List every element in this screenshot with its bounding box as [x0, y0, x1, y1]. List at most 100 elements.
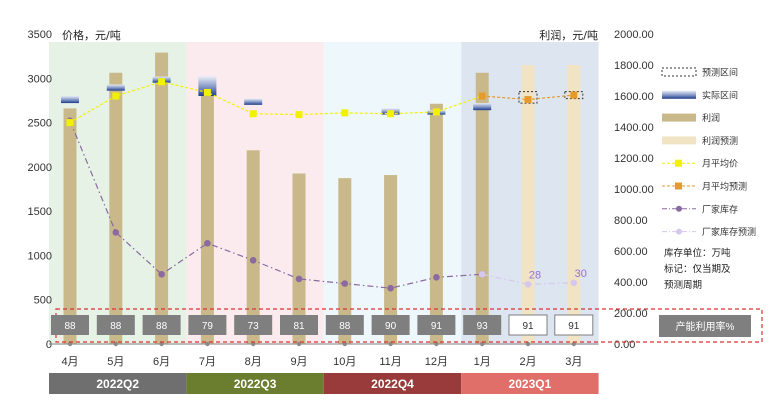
quarter-bands	[49, 42, 599, 345]
inventory-point-6	[341, 280, 349, 287]
inventory-point-2	[158, 270, 165, 278]
inventory-line	[69, 120, 483, 289]
profit-bar-1	[109, 72, 123, 344]
legend-swatch-actual-range	[662, 90, 696, 99]
right-tick-1400.00: 1400.00	[614, 122, 654, 134]
utilization-value-1: 88	[110, 321, 122, 332]
utilization-value-11: 91	[568, 321, 580, 332]
utilization-cell-7	[371, 315, 410, 335]
month-label-4: 8月	[245, 356, 262, 368]
legend-swatch-forecast-range	[661, 67, 697, 77]
month-label-9: 1月	[474, 356, 491, 368]
axes: 价格，元/吨 利润，元/吨 0 500 1000 1500 2000 2500 3000 3500…	[28, 28, 654, 351]
legend-label-7: 厂家库存预测	[702, 226, 756, 238]
legend-swatch-profit	[662, 113, 696, 122]
right-tick-1600.00: 1600.00	[614, 91, 654, 103]
quarter-bar-1	[186, 373, 324, 394]
actual-range-4	[244, 98, 263, 105]
utilization-value-8: 91	[431, 321, 443, 332]
quarter-bar-2	[323, 373, 462, 394]
left-tick-1000: 1000	[28, 250, 52, 262]
right-tick-400.00: 400.00	[614, 277, 648, 289]
baseline-dot-2	[159, 341, 164, 347]
baseline-dot-7	[388, 341, 393, 347]
month-label-1: 5月	[107, 356, 124, 368]
left-tick-3000: 3000	[28, 73, 52, 85]
utilization-cell-4	[234, 315, 273, 335]
inventory-forecast-point-11	[570, 279, 578, 287]
month-label-3: 7月	[199, 356, 216, 368]
actual-range-3	[198, 76, 217, 96]
inventory-label-10: 28	[529, 269, 541, 281]
note-line-2: 预测周期	[664, 280, 702, 291]
utilization-cell-3	[188, 315, 227, 335]
left-axis-unit: 价格，元/吨	[62, 28, 121, 42]
inventory-forecast-point-10	[524, 281, 532, 288]
avg-price-point-0	[66, 119, 74, 127]
profit-bars	[63, 52, 581, 345]
utilization-cell-1	[96, 315, 135, 335]
avg-price-point-1	[112, 92, 120, 100]
quarter-label-3: 2023Q1	[509, 377, 552, 391]
utilization-value-5: 81	[293, 321, 305, 332]
utilization-value-4: 73	[248, 321, 260, 332]
baseline-dot-5	[296, 341, 302, 347]
right-tick-600.00: 600.00	[614, 246, 648, 258]
baseline-dot-10	[525, 341, 531, 347]
profit-bar-7	[384, 175, 398, 344]
legend-label-0: 预测区间	[702, 67, 738, 79]
right-tick-800.00: 800.00	[614, 215, 648, 227]
baseline-dot-8	[434, 341, 439, 347]
avg-price-point-2	[158, 78, 166, 86]
quarter-label-0: 2022Q2	[96, 377, 139, 391]
legend-label-4: 月平均价	[702, 158, 738, 170]
quarter-bar-3	[461, 373, 599, 394]
legend-marker-inventory-forecast	[676, 228, 682, 235]
utilization-cell-0	[51, 315, 89, 335]
profit-bar-3	[200, 92, 214, 345]
inventory-label-11: 30	[575, 268, 587, 280]
right-axis-unit: 利润，元/吨	[539, 28, 598, 42]
right-tick-1000.00: 1000.00	[614, 184, 654, 196]
utilization-cell-8	[417, 315, 456, 335]
legend-marker-avg-price	[675, 159, 682, 167]
profit-forecast-bar-10	[521, 65, 535, 344]
utilization-cell-9	[463, 315, 502, 335]
inventory-forecast-point-9	[478, 270, 486, 278]
right-tick-1800.00: 1800.00	[614, 60, 654, 72]
utilization-cell-10	[508, 314, 548, 336]
quarter-labels: 2022Q2 2022Q3 2022Q4 2023Q1	[49, 373, 599, 394]
quarter-label-1: 2022Q3	[234, 377, 277, 391]
right-tick-2000.00: 2000.00	[614, 29, 654, 41]
baseline-dot-4	[251, 341, 256, 347]
avg-price-forecast-point-11	[570, 91, 578, 99]
profit-bar-0	[63, 108, 77, 345]
forecast-range-10	[518, 91, 538, 104]
inventory-point-1	[112, 229, 120, 236]
actual-range-0	[61, 96, 79, 104]
month-label-0: 4月	[61, 356, 78, 368]
baseline-dot-3	[205, 341, 210, 347]
quarter-label-2: 2022Q4	[371, 377, 414, 391]
utilization-value-9: 93	[477, 321, 489, 332]
utilization-value-6: 88	[339, 321, 351, 332]
month-label-5: 9月	[290, 356, 307, 368]
actual-range-9	[473, 103, 492, 111]
utilization-cell-11	[554, 314, 594, 336]
right-tick-0.00: 0.00	[614, 339, 635, 351]
series-lines: 28 30	[66, 78, 587, 292]
forecast-range-11	[564, 91, 584, 100]
inventory-forecast-line	[482, 273, 574, 285]
left-tick-0: 0	[46, 339, 52, 351]
utilization-frame	[55, 308, 763, 343]
utilization-value-0: 88	[64, 321, 76, 332]
legend-label-3: 利润预测	[702, 135, 738, 147]
inventory-point-4	[249, 257, 257, 264]
baseline-dot-9	[480, 341, 485, 347]
inventory-point-3	[204, 239, 211, 247]
avg-price-forecast-point-9	[478, 92, 486, 100]
avg-price-forecast-point-10	[524, 96, 532, 104]
